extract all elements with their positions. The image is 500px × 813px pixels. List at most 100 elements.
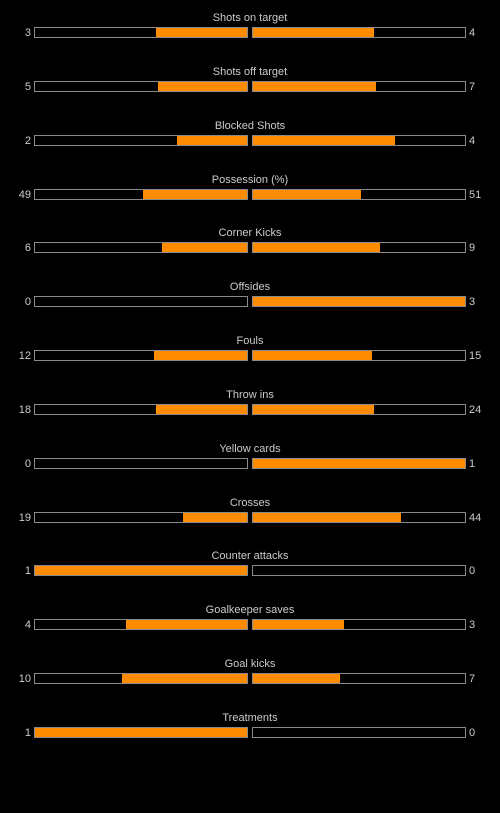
stat-label: Goal kicks <box>224 658 276 671</box>
home-bar-fill <box>177 135 247 145</box>
away-bar-fill <box>253 674 340 684</box>
away-bar-fill <box>253 28 374 37</box>
home-bar <box>34 27 248 38</box>
home-bar-fill <box>157 81 247 91</box>
stat-label: Fouls <box>236 335 264 348</box>
home-bar-fill <box>153 351 247 361</box>
stat-row: Goalkeeper saves 4 3 <box>0 604 500 658</box>
stat-row: Blocked Shots 2 4 <box>0 120 500 174</box>
away-value: 51 <box>469 188 482 201</box>
home-bar <box>34 457 248 469</box>
away-bar <box>252 726 466 738</box>
match-stats-list: Shots on target 3 4 Shots off target 5 7 Block… <box>0 12 500 766</box>
away-bar-fill <box>253 404 374 414</box>
home-value: 10 <box>18 673 31 686</box>
stat-label: Offsides <box>229 281 271 294</box>
away-value: 44 <box>469 511 482 524</box>
away-value: 1 <box>469 457 476 470</box>
away-value: 24 <box>469 403 482 416</box>
home-bar <box>34 673 248 685</box>
stat-label: Treatments <box>222 711 278 724</box>
away-value: 3 <box>469 296 476 309</box>
away-bar-fill <box>253 620 345 630</box>
home-bar <box>34 565 248 577</box>
home-bar-fill <box>35 727 247 737</box>
home-bar <box>34 726 248 738</box>
home-value: 49 <box>18 188 31 201</box>
stat-row: Corner Kicks 6 9 <box>0 227 500 281</box>
stat-row: Fouls 12 15 <box>0 335 500 389</box>
home-bar <box>34 242 248 254</box>
stat-row: Possession (%) 49 51 <box>0 174 500 228</box>
home-value: 12 <box>18 350 31 363</box>
away-value: 0 <box>469 565 476 578</box>
home-bar <box>34 511 248 523</box>
home-value: 2 <box>24 134 31 147</box>
away-bar <box>252 80 466 92</box>
home-value: 19 <box>18 511 31 524</box>
stat-row: Goal kicks 10 7 <box>0 658 500 712</box>
home-bar-fill <box>35 566 247 576</box>
home-bar <box>34 619 248 631</box>
away-bar <box>252 457 466 469</box>
stat-row: Crosses 19 44 <box>0 497 500 551</box>
stat-row: Yellow cards 0 1 <box>0 443 500 497</box>
stat-label: Goalkeeper saves <box>205 604 295 617</box>
stat-row: Shots on target 3 4 <box>0 12 500 66</box>
stat-label: Crosses <box>229 496 271 509</box>
stat-label: Shots on target <box>212 12 288 24</box>
away-bar <box>252 134 466 146</box>
home-bar-fill <box>126 620 247 630</box>
home-value: 0 <box>24 457 31 470</box>
home-value: 1 <box>24 726 31 739</box>
stat-label: Throw ins <box>226 388 274 401</box>
away-bar-fill <box>253 297 465 307</box>
home-bar <box>34 296 248 308</box>
away-value: 7 <box>469 80 476 93</box>
home-value: 0 <box>24 296 31 309</box>
stat-row: Offsides 0 3 <box>0 281 500 335</box>
away-value: 4 <box>469 27 476 39</box>
away-bar <box>252 565 466 577</box>
away-bar <box>252 403 466 415</box>
away-value: 7 <box>469 673 476 686</box>
stat-label: Counter attacks <box>211 550 289 563</box>
stat-label: Blocked Shots <box>214 119 286 132</box>
home-bar <box>34 80 248 92</box>
away-bar <box>252 27 466 38</box>
home-bar <box>34 188 248 200</box>
home-bar-fill <box>183 512 247 522</box>
home-value: 6 <box>24 242 31 255</box>
home-value: 3 <box>24 27 31 39</box>
away-bar-fill <box>253 458 465 468</box>
away-bar-fill <box>253 135 396 145</box>
stat-row: Counter attacks 1 0 <box>0 550 500 604</box>
home-bar <box>34 134 248 146</box>
stat-label: Yellow cards <box>219 442 281 455</box>
away-value: 15 <box>469 350 482 363</box>
away-bar <box>252 511 466 523</box>
home-bar-fill <box>143 189 247 199</box>
stat-row: Shots off target 5 7 <box>0 66 500 120</box>
away-bar-fill <box>253 81 376 91</box>
away-bar-fill <box>253 512 402 522</box>
home-bar-fill <box>121 674 247 684</box>
home-value: 1 <box>24 565 31 578</box>
stat-row: Treatments 1 0 <box>0 712 500 766</box>
away-bar-fill <box>253 189 362 199</box>
stat-label: Possession (%) <box>211 173 289 186</box>
home-value: 5 <box>24 80 31 93</box>
away-value: 0 <box>469 726 476 739</box>
home-bar-fill <box>162 243 247 253</box>
away-bar <box>252 619 466 631</box>
away-bar <box>252 188 466 200</box>
away-bar <box>252 296 466 308</box>
away-bar <box>252 350 466 362</box>
away-bar <box>252 673 466 685</box>
away-bar-fill <box>253 351 372 361</box>
away-value: 3 <box>469 619 476 632</box>
home-bar <box>34 350 248 362</box>
away-bar-fill <box>253 243 381 253</box>
stat-row: Throw ins 18 24 <box>0 389 500 443</box>
stat-label: Corner Kicks <box>218 227 282 240</box>
